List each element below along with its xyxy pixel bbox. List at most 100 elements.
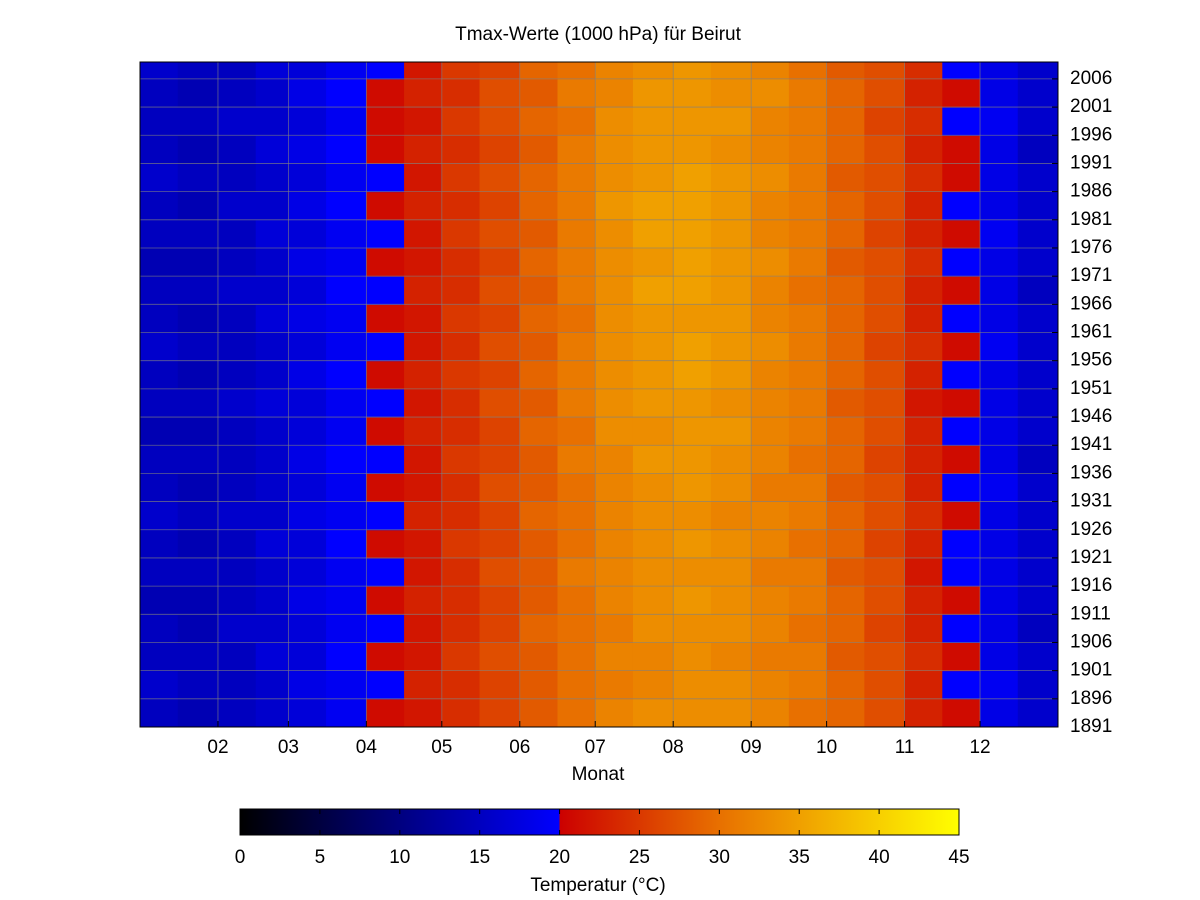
heatmap-cell <box>255 388 289 418</box>
heatmap-cell <box>788 191 828 221</box>
heatmap-cell <box>826 62 865 80</box>
heatmap-cell <box>326 417 367 446</box>
heatmap-cell <box>826 304 865 334</box>
colorbar-tick-label: 40 <box>869 847 890 868</box>
heatmap-cell <box>710 78 752 108</box>
heatmap-cell <box>673 276 712 305</box>
heatmap-cell <box>673 557 712 587</box>
x-axis-label: Monat <box>572 764 626 785</box>
heatmap-cell <box>217 670 257 700</box>
heatmap-cell <box>441 360 481 390</box>
heatmap-cell <box>826 586 865 615</box>
heatmap-cell <box>404 388 443 418</box>
y-tick-label: 1941 <box>1070 434 1112 455</box>
heatmap-cell <box>177 107 219 136</box>
heatmap-cell <box>288 445 327 474</box>
heatmap-cell <box>519 360 559 390</box>
heatmap-cell <box>140 62 179 80</box>
heatmap-cell <box>826 163 865 193</box>
y-tick-label: 1906 <box>1070 631 1112 652</box>
heatmap-cell <box>595 219 634 249</box>
heatmap-cell <box>366 417 405 446</box>
heatmap-cell <box>710 219 752 249</box>
heatmap-cell <box>710 62 752 80</box>
heatmap-cell <box>557 276 596 305</box>
heatmap-cell <box>288 62 327 80</box>
heatmap-cell <box>177 529 219 559</box>
heatmap-cell <box>751 191 790 221</box>
heatmap-cell <box>904 78 943 108</box>
heatmap-cell <box>519 698 559 728</box>
heatmap-cell <box>519 247 559 277</box>
heatmap-cell <box>595 388 634 418</box>
heatmap-cell <box>140 557 179 587</box>
heatmap-cell <box>673 698 712 728</box>
heatmap-cell <box>177 247 219 277</box>
heatmap-cell <box>288 529 327 559</box>
heatmap-cell <box>404 698 443 728</box>
heatmap-cell <box>826 501 865 531</box>
heatmap-cell <box>1017 698 1059 728</box>
heatmap-cell <box>519 191 559 221</box>
heatmap-cell <box>673 332 712 362</box>
heatmap-cell <box>1017 191 1059 221</box>
heatmap-cell <box>557 445 596 474</box>
heatmap-cell <box>1017 557 1059 587</box>
heatmap-cell <box>980 501 1019 531</box>
colorbar <box>239 808 960 836</box>
heatmap-cell <box>751 501 790 531</box>
heatmap-cell <box>177 360 219 390</box>
heatmap-cell <box>177 445 219 474</box>
heatmap-cell <box>788 501 828 531</box>
heatmap-cell <box>632 360 674 390</box>
heatmap-cell <box>864 304 906 334</box>
heatmap-cell <box>710 304 752 334</box>
heatmap-cell <box>904 473 943 503</box>
heatmap-cell <box>751 62 790 80</box>
heatmap-cell <box>479 445 521 474</box>
heatmap-cell <box>864 445 906 474</box>
heatmap-cell <box>479 388 521 418</box>
y-tick-label: 1986 <box>1070 181 1112 202</box>
heatmap-cell <box>904 670 943 700</box>
heatmap-cell <box>140 78 179 108</box>
heatmap-cell <box>826 529 865 559</box>
heatmap-cell <box>788 614 828 643</box>
heatmap-cell <box>519 388 559 418</box>
heatmap-cell <box>751 670 790 700</box>
heatmap-cell <box>826 614 865 643</box>
heatmap-cell <box>980 557 1019 587</box>
heatmap-cell <box>288 417 327 446</box>
heatmap-cell <box>255 360 289 390</box>
heatmap-cell <box>479 107 521 136</box>
heatmap-cell <box>441 135 481 164</box>
heatmap-cell <box>904 135 943 164</box>
heatmap-cell <box>366 642 405 672</box>
heatmap-cell <box>177 388 219 418</box>
heatmap-cell <box>980 388 1019 418</box>
heatmap-cell <box>788 62 828 80</box>
heatmap-cell <box>479 501 521 531</box>
heatmap-cell <box>255 473 289 503</box>
heatmap-cell <box>217 135 257 164</box>
heatmap-cell <box>826 360 865 390</box>
y-tick-label: 1991 <box>1070 152 1112 173</box>
heatmap-cell <box>326 219 367 249</box>
heatmap-cell <box>942 642 981 672</box>
heatmap-cell <box>904 163 943 193</box>
heatmap-cell <box>942 698 981 728</box>
heatmap-cell <box>255 417 289 446</box>
heatmap-cell <box>557 135 596 164</box>
heatmap-cell <box>788 557 828 587</box>
y-tick-label: 1981 <box>1070 209 1112 230</box>
heatmap-cell <box>217 529 257 559</box>
heatmap-cell <box>710 445 752 474</box>
heatmap-cell <box>441 219 481 249</box>
heatmap-cell <box>404 62 443 80</box>
heatmap-cell <box>632 529 674 559</box>
heatmap-cell <box>751 360 790 390</box>
heatmap-cell <box>441 107 481 136</box>
heatmap-cell <box>288 360 327 390</box>
heatmap-cell <box>632 698 674 728</box>
heatmap-cell <box>519 78 559 108</box>
